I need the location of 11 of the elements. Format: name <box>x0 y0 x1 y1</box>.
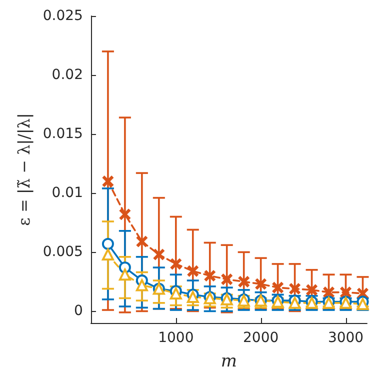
y-tick-label: 0.005 <box>42 244 83 260</box>
x-tick-label: 3000 <box>328 330 364 346</box>
y-tick-label: 0.01 <box>52 185 83 202</box>
x-tick-label: 1000 <box>158 330 194 346</box>
y-tick-label: 0.02 <box>52 67 83 84</box>
y-tick-label: 0.015 <box>42 126 83 142</box>
x-tick-label: 2000 <box>243 330 279 346</box>
y-axis-title: ε = |λ̃ − λ|/|λ| <box>14 113 34 226</box>
y-tick-label: 0.025 <box>42 8 83 24</box>
x-axis-title: m <box>220 352 238 372</box>
y-tick-label: 0 <box>74 303 83 320</box>
